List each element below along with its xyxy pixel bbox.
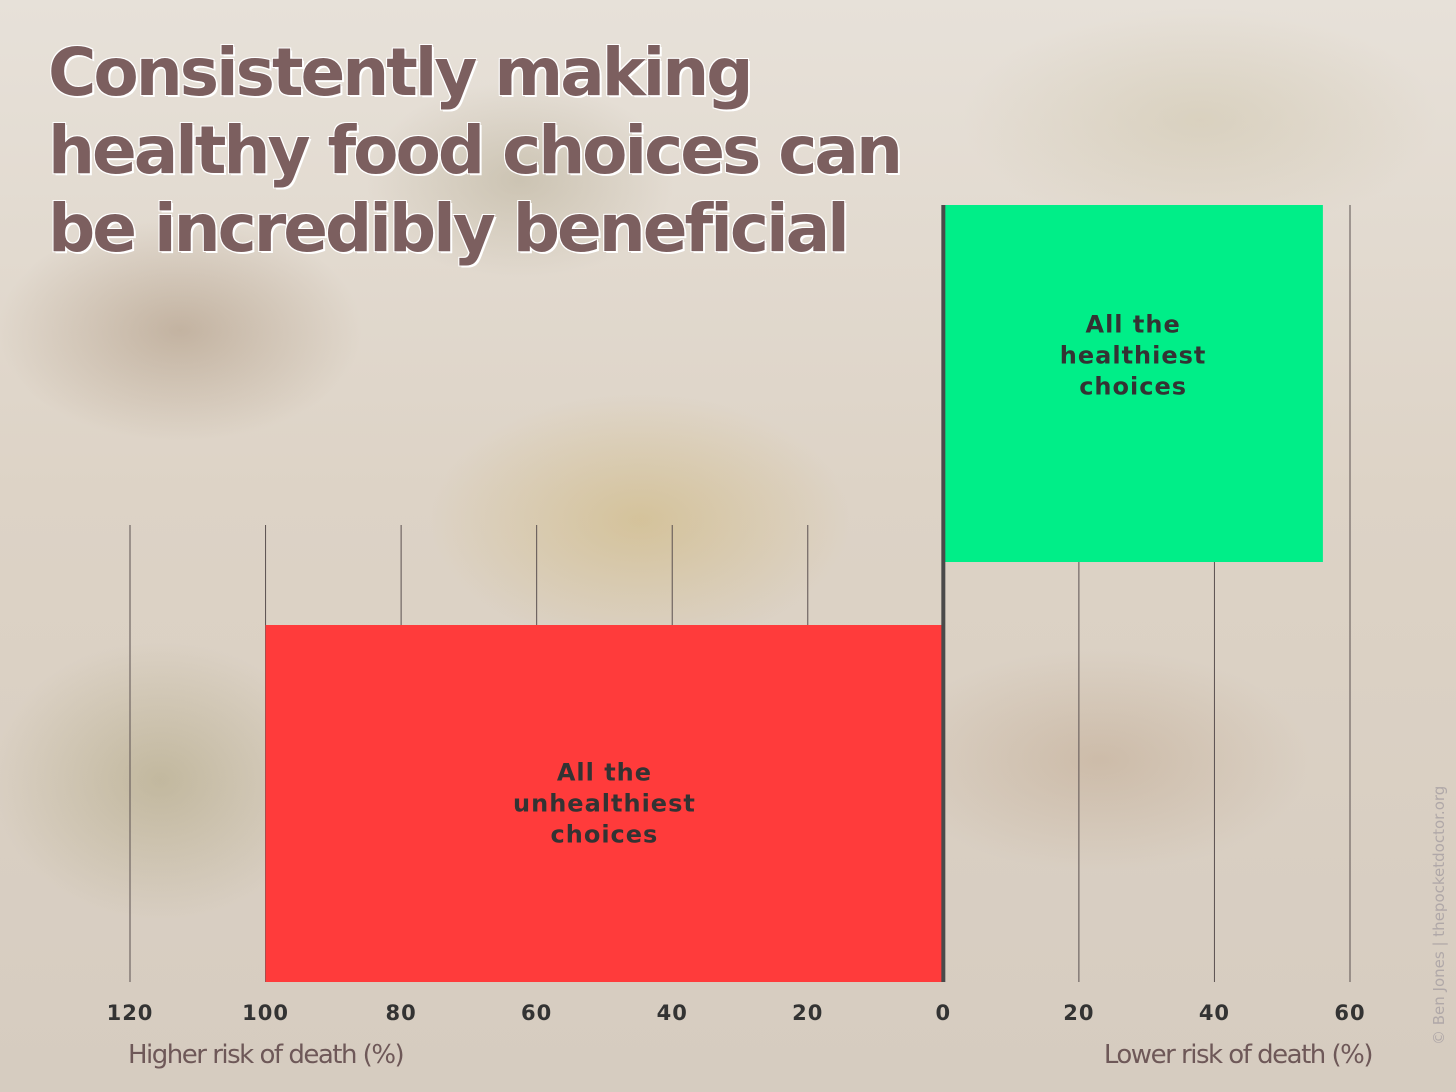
bar-label-1: All the unhealthiest choices bbox=[513, 759, 696, 849]
tick-label-7: 20 bbox=[1063, 1001, 1094, 1025]
tick-labels: 120 100 80 60 40 20 0 20 40 60 bbox=[107, 1001, 1365, 1025]
tick-label-2: 80 bbox=[385, 1001, 416, 1025]
x-axis-label-lower-risk: Lower risk of death (%) bbox=[1103, 1040, 1374, 1070]
tick-label-1: 100 bbox=[242, 1001, 289, 1025]
bar-1 bbox=[265, 625, 944, 982]
bars: All the healthiest choices All the unhealthi… bbox=[265, 205, 1323, 982]
tick-label-3: 60 bbox=[521, 1001, 552, 1025]
x-axis-label-higher-risk: Higher risk of death (%) bbox=[128, 1040, 405, 1070]
tick-label-9: 60 bbox=[1334, 1001, 1365, 1025]
bar-0 bbox=[943, 205, 1323, 562]
tick-label-4: 40 bbox=[657, 1001, 688, 1025]
tick-label-5: 20 bbox=[792, 1001, 823, 1025]
tick-label-6: 0 bbox=[936, 1001, 952, 1025]
chart-title: Consistently making healthy food choices… bbox=[48, 34, 903, 267]
credit-text: © Ben Jones | thepocketdoctor.org bbox=[1430, 785, 1448, 1045]
tick-label-8: 40 bbox=[1199, 1001, 1230, 1025]
tick-label-0: 120 bbox=[107, 1001, 154, 1025]
bar-label-0: All the healthiest choices bbox=[1060, 311, 1207, 401]
